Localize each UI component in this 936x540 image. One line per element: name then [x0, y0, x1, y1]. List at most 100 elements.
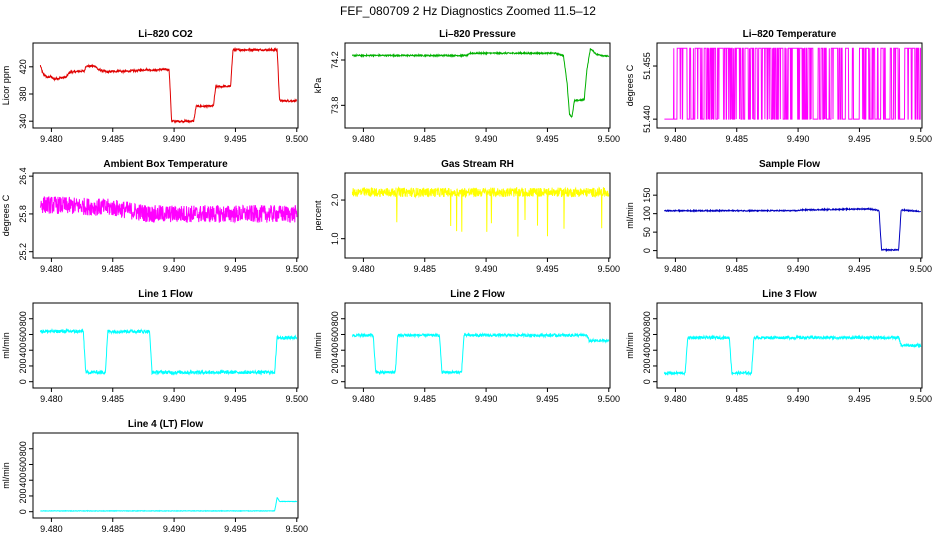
x-tick-label: 9.500	[910, 264, 933, 274]
x-tick-label: 9.490	[163, 394, 186, 404]
x-tick-label: 9.490	[163, 264, 186, 274]
y-tick-label: 380	[18, 86, 28, 101]
y-axis-label: percent	[313, 200, 323, 231]
plot-frame	[344, 42, 611, 129]
panel-title: Sample Flow	[759, 159, 820, 170]
series-line	[663, 206, 922, 253]
y-tick-label: 200	[18, 488, 28, 503]
chart-panel-6: Sample Flow 9.480 9.485 9.490 9.495 9.500 0 50 1…	[625, 159, 932, 274]
y-tick-label: 400	[18, 473, 28, 488]
y-tick-label: 0	[642, 379, 652, 384]
y-axis-label: Licor ppm	[1, 66, 11, 106]
plot-frame	[32, 172, 299, 259]
x-tick-label: 9.480	[352, 394, 375, 404]
y-tick-label: 600	[642, 327, 652, 342]
x-tick-label: 9.490	[475, 394, 498, 404]
series-line	[351, 48, 610, 119]
series-line	[351, 332, 610, 376]
panel-title: Li–820 CO2	[138, 29, 193, 40]
plot-frame	[32, 432, 299, 519]
plot-frame	[344, 172, 611, 259]
y-axis-label: degrees C	[1, 194, 11, 236]
y-tick-label: 25.8	[18, 205, 28, 223]
y-axis-label: ml/min	[1, 462, 11, 489]
x-tick-label: 9.490	[475, 134, 498, 144]
y-tick-label: 800	[642, 311, 652, 326]
y-tick-label: 400	[18, 343, 28, 358]
x-tick-label: 9.490	[787, 134, 810, 144]
x-tick-label: 9.490	[787, 264, 810, 274]
x-tick-label: 9.500	[286, 264, 309, 274]
chart-panel-7: Line 1 Flow 9.480 9.485 9.490 9.495 9.500 0 200…	[1, 289, 308, 404]
y-tick-label: 600	[18, 457, 28, 472]
y-axis-label: ml/min	[625, 332, 635, 359]
series-line	[40, 497, 298, 513]
y-tick-label: 0	[18, 379, 28, 384]
y-tick-label: 800	[330, 311, 340, 326]
x-tick-label: 9.480	[40, 394, 63, 404]
y-tick-label: 100	[642, 206, 652, 221]
panel-title: Line 4 (LT) Flow	[128, 419, 204, 430]
y-tick-label: 50	[642, 227, 652, 237]
panel-title: Line 2 Flow	[450, 289, 505, 300]
chart-panel-3: Li–820 Temperature 9.480 9.485 9.490 9.495 9.…	[625, 29, 932, 144]
y-tick-label: 200	[18, 358, 28, 373]
x-tick-label: 9.485	[725, 134, 748, 144]
x-tick-label: 9.495	[848, 394, 871, 404]
x-tick-label: 9.480	[352, 134, 375, 144]
y-axis-label: kPa	[313, 78, 323, 94]
panel-title: Ambient Box Temperature	[103, 159, 228, 170]
y-tick-label: 340	[18, 114, 28, 129]
x-tick-label: 9.495	[224, 394, 247, 404]
x-tick-label: 9.495	[224, 134, 247, 144]
figure-title: FEF_080709 2 Hz Diagnostics Zoomed 11.5–…	[340, 4, 596, 18]
x-tick-label: 9.495	[536, 264, 559, 274]
y-axis-label: ml/min	[313, 332, 323, 359]
panel-title: Gas Stream RH	[441, 159, 514, 170]
y-tick-label: 600	[330, 327, 340, 342]
y-tick-label: 1.0	[330, 232, 340, 245]
y-tick-label: 420	[18, 59, 28, 74]
x-tick-label: 9.485	[413, 264, 436, 274]
chart-panel-4: Ambient Box Temperature 9.480 9.485 9.490 9.…	[1, 159, 308, 274]
y-tick-label: 800	[18, 441, 28, 456]
panel-title: Line 3 Flow	[762, 289, 817, 300]
chart-panel-9: Line 3 Flow 9.480 9.485 9.490 9.495 9.500 0 200…	[625, 289, 932, 404]
x-tick-label: 9.500	[598, 134, 621, 144]
y-axis-label: ml/min	[625, 202, 635, 229]
x-tick-label: 9.500	[910, 394, 933, 404]
x-tick-label: 9.485	[101, 264, 124, 274]
x-tick-label: 9.500	[598, 264, 621, 274]
plot-frame	[32, 302, 299, 389]
x-tick-label: 9.480	[664, 264, 687, 274]
chart-panel-5: Gas Stream RH 9.480 9.485 9.490 9.495 9.500 1.…	[313, 159, 620, 274]
x-tick-label: 9.495	[848, 264, 871, 274]
panel-title: Li–820 Pressure	[439, 29, 516, 40]
y-tick-label: 400	[642, 343, 652, 358]
x-tick-label: 9.490	[475, 264, 498, 274]
chart-panel-1: Li–820 CO2 9.480 9.485 9.490 9.495 9.500 340 38…	[1, 29, 308, 144]
x-tick-label: 9.490	[163, 524, 186, 534]
x-tick-label: 9.480	[664, 394, 687, 404]
series-line	[351, 186, 610, 237]
x-tick-label: 9.485	[725, 264, 748, 274]
x-tick-label: 9.495	[224, 264, 247, 274]
x-tick-label: 9.490	[163, 134, 186, 144]
y-tick-label: 26.4	[18, 167, 28, 185]
y-tick-label: 51.440	[642, 105, 652, 133]
plot-frame	[344, 302, 611, 389]
x-tick-label: 9.480	[40, 264, 63, 274]
y-tick-label: 25.2	[18, 243, 28, 261]
x-tick-label: 9.480	[40, 134, 63, 144]
x-tick-label: 9.485	[101, 134, 124, 144]
x-tick-label: 9.500	[598, 394, 621, 404]
panel-title: Line 1 Flow	[138, 289, 193, 300]
chart-panel-10: Line 4 (LT) Flow 9.480 9.485 9.490 9.495 9.50…	[1, 419, 308, 534]
y-tick-label: 600	[18, 327, 28, 342]
y-tick-label: 150	[642, 188, 652, 203]
x-tick-label: 9.480	[352, 264, 375, 274]
series-line	[664, 47, 921, 120]
series-line	[39, 327, 297, 376]
x-tick-label: 9.480	[40, 524, 63, 534]
y-tick-label: 200	[330, 358, 340, 373]
